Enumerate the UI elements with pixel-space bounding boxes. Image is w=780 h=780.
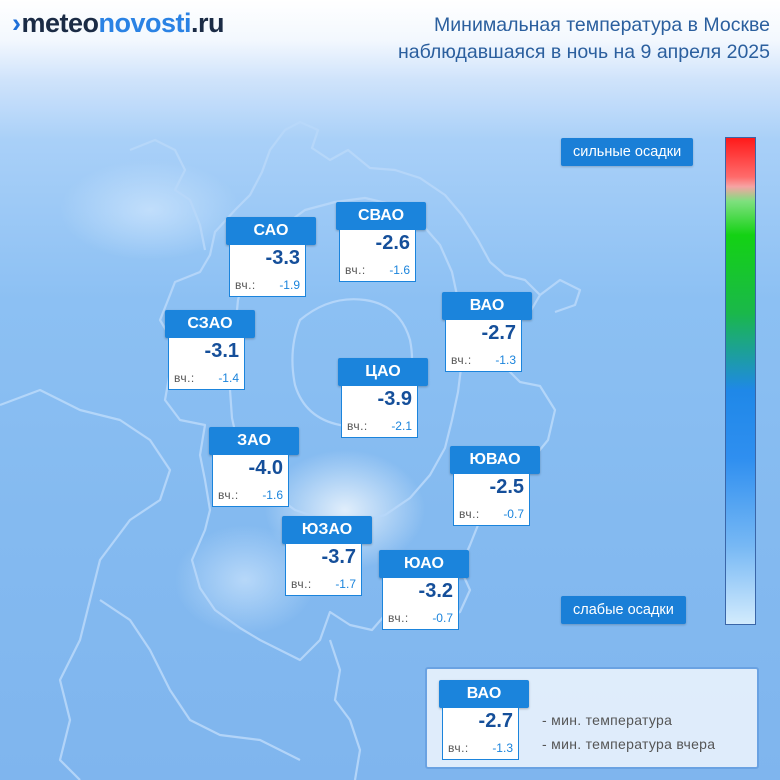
site-logo[interactable]: ›meteonovosti.ru [12, 8, 225, 39]
yesterday-temperature: -1.7 [335, 577, 356, 591]
district-card-cao: ЦАО -3.9 вч.: -2.1 [338, 358, 428, 438]
min-temperature: -2.7 [481, 322, 516, 344]
district-values: -2.6 вч.: -1.6 [339, 230, 416, 282]
min-temperature: -4.0 [248, 457, 283, 479]
yesterday-label: вч.: [459, 507, 480, 521]
light-patch [175, 525, 315, 635]
min-temperature: -2.7 [478, 710, 513, 732]
yesterday-label: вч.: [218, 488, 239, 502]
district-name: СВАО [336, 202, 426, 230]
logo-icon: › [12, 8, 21, 38]
district-values: -4.0 вч.: -1.6 [212, 455, 289, 507]
district-name: ВАО [442, 292, 532, 320]
district-values: -2.5 вч.: -0.7 [453, 474, 530, 526]
district-card-svao: СВАО -2.6 вч.: -1.6 [336, 202, 426, 282]
yesterday-temperature: -1.3 [492, 741, 513, 755]
min-temperature: -2.5 [489, 476, 524, 498]
yesterday-temperature: -2.1 [391, 419, 412, 433]
yesterday-temperature: -0.7 [503, 507, 524, 521]
legend-line-min-temp-yesterday: - мин. температура вчера [542, 736, 716, 752]
yesterday-label: вч.: [448, 741, 469, 755]
min-temperature: -3.2 [418, 580, 453, 602]
district-name: ЮЗАО [282, 516, 372, 544]
scale-label-heavy: сильные осадки [561, 138, 694, 166]
title-line: Минимальная температура в Москве [434, 14, 770, 36]
district-values: -3.7 вч.: -1.7 [285, 544, 362, 596]
yesterday-label: вч.: [345, 263, 366, 277]
yesterday-temperature: -1.4 [218, 371, 239, 385]
yesterday-label: вч.: [347, 419, 368, 433]
logo-part: novosti [98, 8, 192, 38]
yesterday-temperature: -1.6 [262, 488, 283, 502]
district-card-szao: СЗАО -3.1 вч.: -1.4 [165, 310, 255, 390]
outer-district [129, 138, 207, 251]
district-name: ВАО [439, 680, 529, 708]
district-values: -3.2 вч.: -0.7 [382, 578, 459, 630]
district-card-yuzao: ЮЗАО -3.7 вч.: -1.7 [282, 516, 372, 596]
district-card-vao: ВАО -2.7 вч.: -1.3 [442, 292, 532, 372]
min-temperature: -3.3 [265, 247, 300, 269]
yesterday-label: вч.: [174, 371, 195, 385]
legend-line-min-temp: - мин. температура [542, 712, 673, 728]
district-name: САО [226, 217, 316, 245]
district-values: -3.9 вч.: -2.1 [341, 386, 418, 438]
outer-district [0, 388, 172, 780]
precipitation-scale-bar [725, 137, 756, 625]
district-values: -2.7 вч.: -1.3 [445, 320, 522, 372]
yesterday-temperature: -1.3 [495, 353, 516, 367]
min-temperature: -3.9 [377, 388, 412, 410]
logo-part: .ru [191, 8, 225, 38]
yesterday-label: вч.: [451, 353, 472, 367]
min-temperature: -3.7 [321, 546, 356, 568]
outer-district [539, 278, 582, 314]
yesterday-temperature: -1.6 [389, 263, 410, 277]
district-card-sao: САО -3.3 вч.: -1.9 [226, 217, 316, 297]
light-patch [60, 160, 240, 260]
yesterday-label: вч.: [388, 611, 409, 625]
district-name: ЗАО [209, 427, 299, 455]
district-name: ЮАО [379, 550, 469, 578]
district-name: СЗАО [165, 310, 255, 338]
legend-sample-card: ВАО -2.7 вч.: -1.3 [439, 680, 529, 760]
outer-district [99, 599, 301, 761]
yesterday-temperature: -0.7 [432, 611, 453, 625]
outer-district [328, 639, 362, 780]
min-temperature: -3.1 [204, 340, 239, 362]
district-values: -2.7 вч.: -1.3 [442, 708, 519, 760]
page-title: Минимальная температура в Москве наблюда… [330, 12, 770, 66]
district-card-yuao: ЮАО -3.2 вч.: -0.7 [379, 550, 469, 630]
title-line: наблюдавшаяся в ночь на 9 апреля 2025 [397, 41, 770, 63]
yesterday-label: вч.: [291, 577, 312, 591]
yesterday-temperature: -1.9 [279, 278, 300, 292]
scale-label-light: слабые осадки [561, 596, 686, 624]
district-name: ЮВАО [450, 446, 540, 474]
district-card-zao: ЗАО -4.0 вч.: -1.6 [209, 427, 299, 507]
district-card-yuvao: ЮВАО -2.5 вч.: -0.7 [450, 446, 540, 526]
district-values: -3.3 вч.: -1.9 [229, 245, 306, 297]
logo-part: meteo [21, 8, 100, 38]
district-name: ЦАО [338, 358, 428, 386]
min-temperature: -2.6 [375, 232, 410, 254]
yesterday-label: вч.: [235, 278, 256, 292]
legend-box: ВАО -2.7 вч.: -1.3 - мин. температура - … [425, 667, 759, 769]
district-values: -3.1 вч.: -1.4 [168, 338, 245, 390]
